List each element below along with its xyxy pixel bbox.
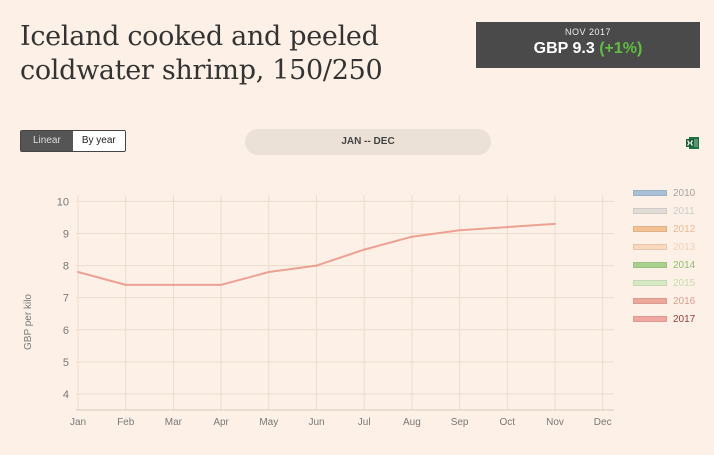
x-tick-label: Sep xyxy=(451,417,469,428)
legend-swatch xyxy=(633,262,667,268)
legend-item-2017[interactable]: 2017 xyxy=(633,310,713,328)
page-title: Iceland cooked and peeled coldwater shri… xyxy=(20,20,440,88)
data-point xyxy=(124,283,127,286)
legend-label: 2016 xyxy=(673,295,696,307)
legend-swatch xyxy=(633,226,667,232)
x-tick-label: Dec xyxy=(594,417,612,428)
price-date: NOV 2017 xyxy=(564,27,612,37)
price-line: GBP 9.3 (+1%) xyxy=(476,40,700,58)
y-tick-label: 6 xyxy=(63,325,69,337)
x-tick-label: Jun xyxy=(308,417,324,428)
data-point xyxy=(458,229,461,232)
legend-swatch xyxy=(633,298,667,304)
y-tick-label: 9 xyxy=(63,229,69,241)
legend-label: 2015 xyxy=(673,277,696,289)
legend-item-2015[interactable]: 2015 xyxy=(633,274,713,292)
price-change: (+1%) xyxy=(599,40,643,57)
title-line-2: coldwater shrimp, 150/250 xyxy=(20,55,383,86)
price-value: GBP 9.3 xyxy=(533,40,595,57)
legend-label: 2014 xyxy=(673,259,696,271)
legend-swatch xyxy=(633,208,667,214)
legend-label: 2013 xyxy=(673,241,696,253)
x-tick-label: Nov xyxy=(546,417,564,428)
legend-swatch xyxy=(633,244,667,250)
x-tick-label: Mar xyxy=(165,417,183,428)
x-tick-label: May xyxy=(259,417,278,428)
by-year-button[interactable]: By year xyxy=(72,131,125,151)
date-range-selector[interactable]: JAN -- DEC xyxy=(245,129,491,155)
y-tick-label: 4 xyxy=(63,389,69,401)
legend-label: 2010 xyxy=(673,187,696,199)
y-tick-label: 10 xyxy=(57,196,69,208)
legend-swatch xyxy=(633,190,667,196)
data-point xyxy=(363,248,366,251)
linear-button[interactable]: Linear xyxy=(21,131,73,151)
data-point xyxy=(172,283,175,286)
chart-legend: 2010 2011 2012 2013 2014 2015 2016 2017 xyxy=(633,184,713,328)
data-point xyxy=(267,271,270,274)
title-line-1: Iceland cooked and peeled xyxy=(20,21,379,52)
scale-toggle: Linear By year xyxy=(20,130,126,152)
legend-swatch xyxy=(633,280,667,286)
x-tick-label: Oct xyxy=(500,417,516,428)
legend-item-2016[interactable]: 2016 xyxy=(633,292,713,310)
x-tick-label: Jan xyxy=(70,417,86,428)
legend-item-2013[interactable]: 2013 xyxy=(633,238,713,256)
legend-label: 2017 xyxy=(673,313,696,325)
legend-label: 2011 xyxy=(673,205,695,217)
data-point xyxy=(554,222,556,225)
excel-icon[interactable] xyxy=(686,136,700,150)
legend-item-2010[interactable]: 2010 xyxy=(633,184,713,202)
y-axis-label: GBP per kilo xyxy=(23,294,34,350)
latest-price-box: NOV 2017 GBP 9.3 (+1%) xyxy=(476,22,700,68)
y-tick-label: 8 xyxy=(63,261,69,273)
x-tick-label: Jul xyxy=(358,417,371,428)
legend-item-2012[interactable]: 2012 xyxy=(633,220,713,238)
data-point xyxy=(410,235,413,238)
legend-item-2011[interactable]: 2011 xyxy=(633,202,713,220)
legend-label: 2012 xyxy=(673,223,696,235)
data-point xyxy=(506,226,509,229)
x-tick-label: Apr xyxy=(213,417,229,428)
data-point xyxy=(220,283,223,286)
data-point xyxy=(77,271,79,274)
legend-swatch xyxy=(633,316,667,322)
y-tick-label: 7 xyxy=(63,293,69,305)
x-tick-label: Feb xyxy=(117,417,135,428)
x-tick-label: Aug xyxy=(403,417,421,428)
y-tick-label: 5 xyxy=(63,357,69,369)
legend-item-2014[interactable]: 2014 xyxy=(633,256,713,274)
data-point xyxy=(315,264,318,267)
